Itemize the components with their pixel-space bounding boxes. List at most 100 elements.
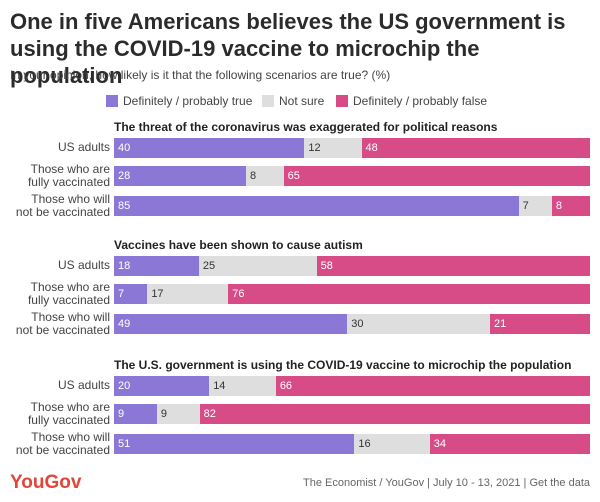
legend-swatch-notsure (262, 95, 274, 107)
row-label: Those who will not be vaccinated (2, 311, 110, 337)
row-label: Those who are fully vaccinated (2, 163, 110, 189)
stacked-bar: 9 9 82 (114, 404, 590, 424)
bar-segment-true: 20 (114, 376, 210, 396)
row-label-line: Those who will (31, 192, 110, 206)
bar-segment-notsure: 30 (347, 314, 491, 334)
bar-segment-false: 21 (490, 314, 590, 334)
row-label-line: Those who are (30, 162, 110, 176)
data-label: 8 (249, 170, 257, 182)
row-label-line: not be vaccinated (15, 443, 110, 457)
stacked-bar: 7 17 76 (114, 284, 590, 304)
data-label: 66 (279, 380, 293, 392)
stacked-bar: 51 16 34 (114, 434, 590, 454)
row-label: Those who are fully vaccinated (2, 401, 110, 427)
row-label-line: US adults (57, 258, 110, 272)
bar-segment-notsure: 9 (156, 404, 200, 424)
row-label: Those who will not be vaccinated (2, 431, 110, 457)
data-label: 76 (232, 288, 245, 300)
bar-segment-false: 48 (361, 138, 590, 158)
panel-title-2: Vaccines have been shown to cause autism (114, 238, 363, 252)
stacked-bar: 20 14 66 (114, 376, 590, 396)
bar-segment-notsure: 17 (147, 284, 229, 304)
bar-segment-true: 40 (114, 138, 305, 158)
data-label: 65 (287, 170, 300, 182)
data-label: 9 (118, 408, 125, 420)
row-label: Those who will not be vaccinated (2, 193, 110, 219)
bar-segment-notsure: 16 (354, 434, 430, 454)
legend-item-notsure: Not sure (262, 94, 324, 108)
row-label-line: Those who are (30, 280, 110, 294)
chart-title: One in five Americans believes the US go… (10, 9, 566, 88)
chart-subtitle: In your opinion, how likely is it that t… (10, 68, 391, 82)
data-label: 8 (555, 200, 563, 212)
bar-segment-true: 28 (114, 166, 246, 186)
legend-item-false: Definitely / probably false (336, 94, 487, 108)
data-label: 14 (213, 380, 226, 392)
legend-swatch-false (336, 95, 348, 107)
data-label: 18 (118, 260, 131, 272)
data-label: 16 (358, 438, 371, 450)
stacked-bar: 49 30 21 (114, 314, 590, 334)
bar-segment-false: 82 (199, 404, 590, 424)
bar-segment-notsure: 8 (245, 166, 284, 186)
data-label: 9 (160, 408, 167, 420)
data-label: 82 (203, 408, 216, 420)
bar-segment-notsure: 25 (198, 256, 317, 276)
row-label-line: US adults (57, 140, 110, 154)
bar-segment-true: 7 (114, 284, 148, 304)
legend-item-true: Definitely / probably true (106, 94, 252, 108)
stacked-bar: 85 7 8 (114, 196, 590, 216)
data-label: 48 (365, 142, 378, 154)
source-note: The Economist / YouGov | July 10 - 13, 2… (303, 477, 590, 489)
bar-segment-false: 66 (275, 376, 590, 396)
row-label-line: fully vaccinated (27, 175, 110, 189)
data-label: 34 (433, 438, 446, 450)
bar-segment-notsure: 14 (209, 376, 276, 396)
row-label: US adults (2, 141, 110, 154)
bar-segment-false: 34 (429, 434, 590, 454)
panel-title-1: The threat of the coronavirus was exagge… (114, 120, 498, 134)
row-label: Those who are fully vaccinated (2, 281, 110, 307)
panel-title-3: The U.S. government is using the COVID-1… (114, 358, 572, 372)
stacked-bar: 40 12 48 (114, 138, 590, 158)
row-label-line: not be vaccinated (15, 323, 110, 337)
legend-label-true: Definitely / probably true (123, 94, 253, 108)
bar-segment-notsure: 12 (304, 138, 362, 158)
bar-segment-false: 76 (228, 284, 590, 304)
bar-segment-true: 18 (114, 256, 199, 276)
data-label: 51 (118, 438, 131, 450)
bar-segment-true: 49 (114, 314, 348, 334)
row-label-line: Those who will (31, 430, 110, 444)
row-label: US adults (2, 379, 110, 392)
bar-segment-true: 85 (114, 196, 519, 216)
data-label: 58 (320, 260, 333, 272)
row-label-line: Those who are (30, 400, 110, 414)
legend-label-notsure: Not sure (279, 94, 325, 108)
stacked-bar: 28 8 65 (114, 166, 590, 186)
bar-segment-true: 9 (114, 404, 157, 424)
data-label: 85 (118, 200, 131, 212)
data-label: 7 (118, 288, 125, 300)
data-label: 7 (522, 200, 529, 212)
stacked-bar: 18 25 58 (114, 256, 590, 276)
bar-segment-false: 8 (551, 196, 590, 216)
legend-swatch-true (106, 95, 118, 107)
row-label: US adults (2, 259, 110, 272)
data-label: 49 (118, 318, 131, 330)
data-label: 17 (151, 288, 164, 300)
data-label: 12 (308, 142, 321, 154)
bar-segment-notsure: 7 (518, 196, 552, 216)
row-label-line: Those who will (31, 310, 110, 324)
data-label: 30 (351, 318, 364, 330)
bar-segment-false: 65 (283, 166, 590, 186)
row-label-line: not be vaccinated (15, 205, 110, 219)
bar-segment-false: 58 (316, 256, 590, 276)
row-label-line: US adults (57, 378, 110, 392)
data-label: 25 (202, 260, 216, 272)
bar-segment-true: 51 (114, 434, 355, 454)
data-label: 20 (118, 380, 131, 392)
row-label-line: fully vaccinated (27, 293, 110, 307)
data-label: 28 (118, 170, 131, 182)
data-label: 40 (118, 142, 131, 154)
row-label-line: fully vaccinated (27, 413, 110, 427)
